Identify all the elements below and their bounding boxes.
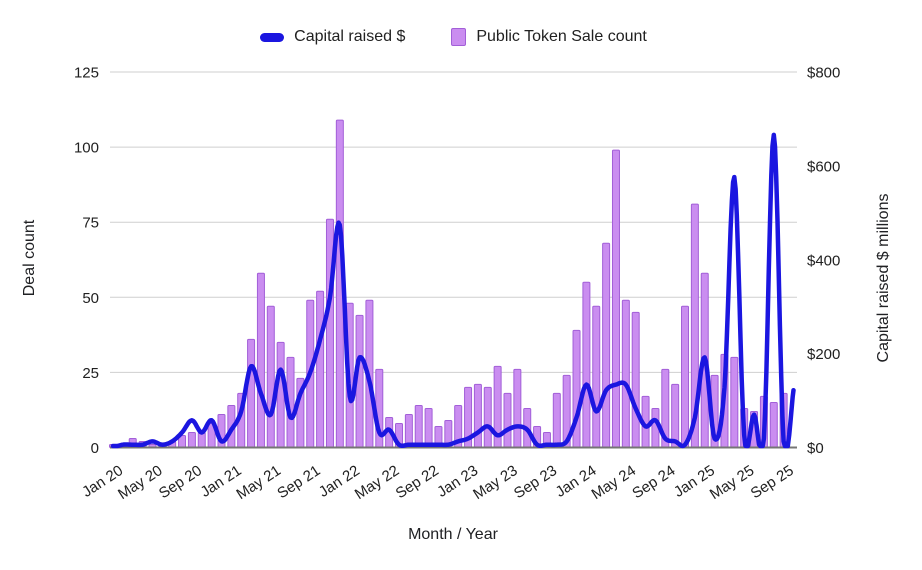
token-sale-count-bar <box>552 392 561 449</box>
x-axis-tick-label: May 22 <box>352 462 403 503</box>
x-axis-tick-label: May 24 <box>588 462 639 503</box>
token-sale-count-bar <box>631 311 640 448</box>
capital-raised-line <box>110 132 796 449</box>
left-axis-tick-label: 75 <box>82 215 99 232</box>
x-axis-tick-label: Sep 25 <box>748 462 797 502</box>
left-axis-tick-label: 50 <box>82 290 99 307</box>
token-sale-count-bar <box>276 341 285 448</box>
token-sale-count-bar <box>769 401 778 449</box>
x-axis-tick-label: May 21 <box>233 462 284 503</box>
token-sale-count-bar <box>424 407 433 448</box>
token-sale-count-bar <box>414 404 423 448</box>
x-axis-tick-label: May 25 <box>707 462 758 503</box>
token-sale-count-bar <box>513 368 522 448</box>
legend-label: Capital raised $ <box>294 28 406 45</box>
x-axis-tick-label: Sep 22 <box>393 462 442 502</box>
token-sale-count-bar <box>316 290 325 448</box>
token-sale-count-bar <box>681 305 690 449</box>
legend-item-token-sale-count: Public Token Sale count <box>451 28 647 46</box>
line-series-swatch-icon <box>260 32 285 42</box>
token-sale-count-bar <box>483 386 492 449</box>
x-axis-title: Month / Year <box>408 526 498 543</box>
token-sale-count-bar <box>187 431 196 449</box>
left-axis-tick-label: 0 <box>91 440 99 457</box>
left-axis-tick-label: 125 <box>74 65 99 82</box>
token-sale-count-bar <box>592 305 601 449</box>
token-sale-count-bar <box>621 299 630 448</box>
right-axis-tick-label: $200 <box>807 346 840 363</box>
left-axis-tick-label: 25 <box>82 365 99 382</box>
token-sale-count-bar <box>671 383 680 448</box>
x-axis-tick-label: Sep 24 <box>629 462 678 502</box>
legend-item-capital-raised: Capital raised $ <box>260 28 405 46</box>
chart-legend: Capital raised $ Public Token Sale count <box>110 26 797 48</box>
token-sale-count-bar <box>611 149 620 448</box>
left-axis-title: Deal count <box>21 219 38 297</box>
right-axis-tick-label: $600 <box>807 158 840 175</box>
token-sale-count-bar <box>602 242 611 448</box>
x-axis-tick-label: Sep 23 <box>511 462 560 502</box>
token-sale-count-bar <box>582 281 591 448</box>
token-sale-count-bar <box>473 383 482 448</box>
x-axis-tick-label: May 23 <box>470 462 521 503</box>
x-axis-tick-label: May 20 <box>115 462 166 503</box>
right-axis-tick-label: $0 <box>807 440 824 457</box>
token-sale-count-bar <box>503 392 512 449</box>
right-axis-title: Capital raised $ millions <box>875 193 892 363</box>
legend-label: Public Token Sale count <box>476 28 647 45</box>
x-axis-tick-label: Sep 21 <box>274 462 323 502</box>
x-axis-tick-label: Sep 20 <box>156 462 205 502</box>
right-axis-tick-label: $400 <box>807 252 840 269</box>
token-sale-count-bar <box>730 356 739 449</box>
token-sale-count-bar <box>266 305 275 449</box>
right-axis-tick-label: $800 <box>807 65 840 82</box>
bar-series-swatch-icon <box>451 28 467 46</box>
token-sale-count-bar <box>256 272 265 448</box>
token-sale-count-bar <box>247 338 256 448</box>
left-axis-tick-label: 100 <box>74 140 99 157</box>
